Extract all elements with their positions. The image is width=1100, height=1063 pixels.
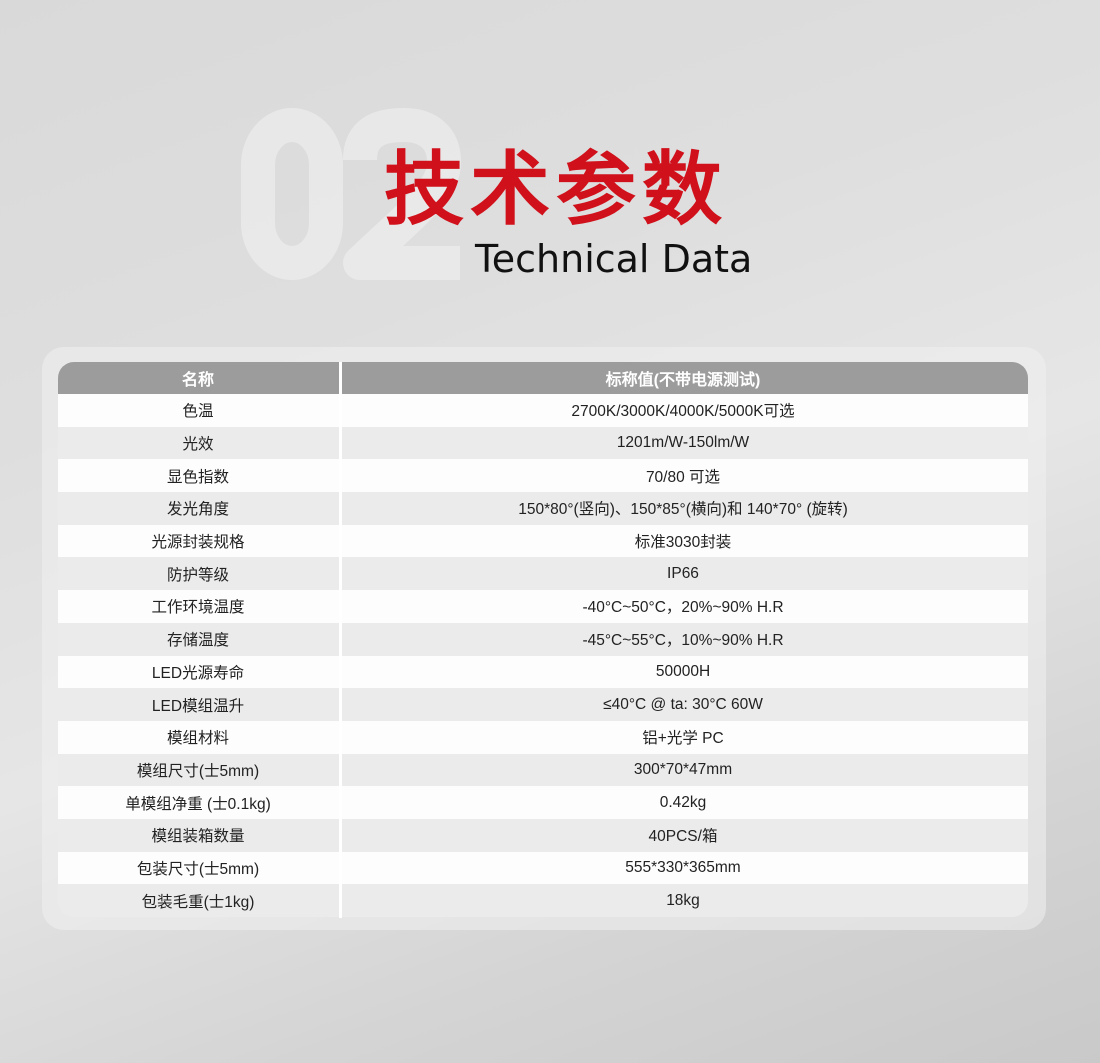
spec-name: 模组材料 [166, 730, 229, 748]
spec-name: 包装毛重(士1kg) [141, 893, 255, 911]
spec-value: 0.42kg [659, 793, 707, 811]
table-row: 包装尺寸(士5mm) 555*330*365mm [58, 851, 1028, 885]
spec-value: 铝+光学 PC [642, 730, 724, 748]
table-row: 模组尺寸(士5mm) 300*70*47mm [58, 753, 1028, 787]
table-row: 光源封装规格 标准3030封装 [58, 524, 1028, 558]
spec-value: 555*330*365mm [625, 858, 741, 876]
spec-name: 色温 [182, 403, 214, 421]
table-row: 光效 1201m/W-150lm/W [58, 426, 1028, 460]
spec-name: 存储温度 [166, 632, 229, 650]
table-header: 名称 标称值(不带电源测试) [58, 362, 1028, 394]
column-header-value: 标称值(不带电源测试) [605, 372, 761, 389]
table-row: 防护等级 IP66 [58, 557, 1028, 591]
spec-name: 光源封装规格 [151, 534, 245, 552]
table-row: 存储温度 -45°C~55°C，10%~90% H.R [58, 622, 1028, 656]
page-subtitle: Technical Data [475, 237, 753, 281]
spec-value: 1201m/W-150lm/W [616, 434, 750, 452]
page-title: 技术参数 [384, 143, 728, 236]
spec-table: 名称 标称值(不带电源测试) 色温 2700K/3000K/4000K/5000K… [58, 362, 1028, 917]
spec-value: 150*80°(竖向)、150*85°(横向)和 140*70° (旋转) [518, 501, 848, 519]
spec-value: -40°C~50°C，20%~90% H.R [582, 599, 784, 617]
column-header-name: 名称 [181, 372, 214, 389]
spec-name: 光效 [182, 436, 214, 454]
spec-value: 70/80 可选 [645, 468, 721, 486]
table-row: 色温 2700K/3000K/4000K/5000K可选 [58, 394, 1028, 427]
spec-name: 工作环境温度 [151, 599, 245, 617]
table-row: 包装毛重(士1kg) 18kg [58, 884, 1028, 917]
table-row: 发光角度 150*80°(竖向)、150*85°(横向)和 140*70° (旋转… [58, 492, 1028, 525]
table-row: 模组材料 铝+光学 PC [58, 720, 1028, 754]
spec-name: 模组尺寸(士5mm) [136, 762, 260, 780]
spec-name: 发光角度 [166, 501, 229, 519]
spec-value: ≤40°C @ ta: 30°C 60W [603, 695, 763, 713]
spec-value: 18kg [666, 891, 700, 909]
table-row: 模组装箱数量 40PCS/箱 [58, 818, 1028, 852]
spec-name: 模组装箱数量 [151, 828, 245, 846]
column-divider [339, 362, 342, 918]
spec-name: LED模组温升 [151, 697, 245, 715]
spec-value: 40PCS/箱 [648, 828, 718, 846]
table-row: 工作环境温度 -40°C~50°C，20%~90% H.R [58, 590, 1028, 623]
table-row: 显色指数 70/80 可选 [58, 459, 1028, 493]
spec-value: 300*70*47mm [633, 760, 733, 778]
spec-name: 单模组净重 (士0.1kg) [125, 795, 271, 813]
table-row: LED模组温升 ≤40°C @ ta: 30°C 60W [58, 688, 1028, 721]
spec-value: 标准3030封装 [634, 534, 732, 552]
table-row: LED光源寿命 50000H [58, 655, 1028, 689]
spec-name: 防护等级 [166, 566, 229, 584]
section-number-watermark [241, 108, 461, 280]
spec-name: 包装尺寸(士5mm) [136, 860, 260, 878]
spec-name: 显色指数 [166, 468, 229, 486]
spec-value: 2700K/3000K/4000K/5000K可选 [571, 403, 795, 421]
spec-value: IP66 [667, 564, 699, 582]
spec-value: -45°C~55°C，10%~90% H.R [582, 632, 784, 650]
spec-name: LED光源寿命 [151, 664, 245, 682]
table-row: 单模组净重 (士0.1kg) 0.42kg [58, 786, 1028, 819]
spec-value: 50000H [655, 662, 711, 680]
